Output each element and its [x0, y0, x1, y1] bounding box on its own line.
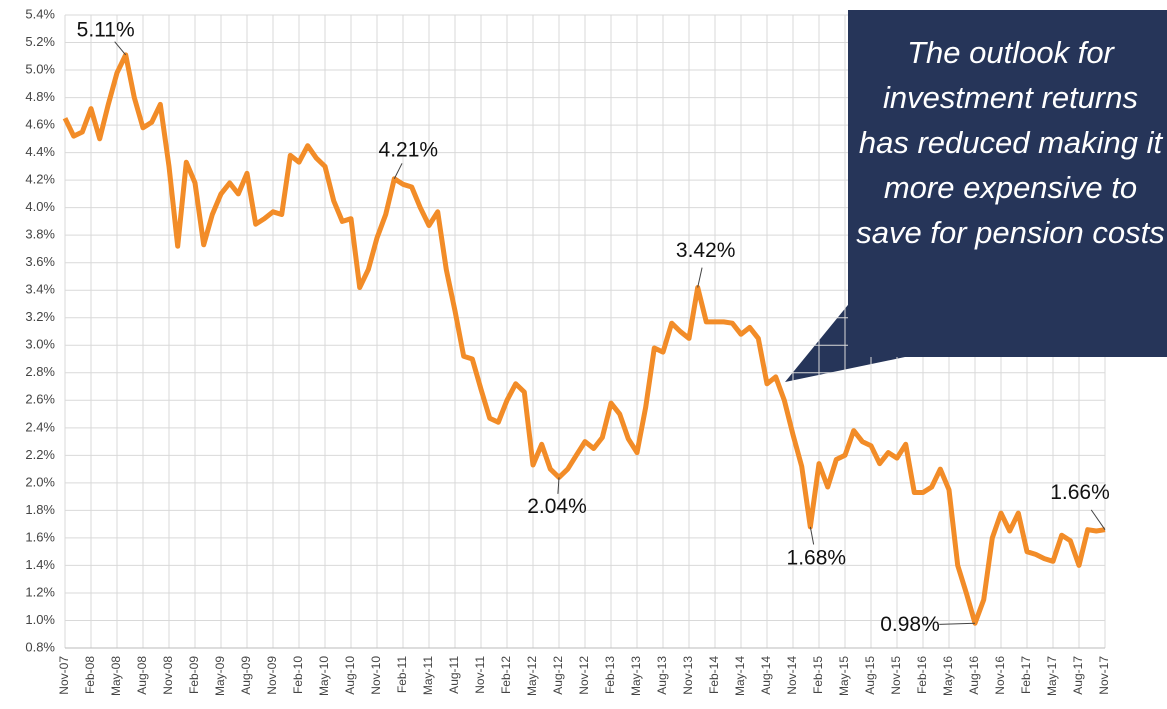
- x-tick-label: Feb-08: [83, 656, 97, 694]
- x-tick-label: May-14: [733, 656, 747, 696]
- y-tick-label: 3.4%: [25, 282, 55, 297]
- x-tick-label: Nov-14: [785, 656, 799, 695]
- x-tick-label: Feb-12: [499, 656, 513, 694]
- y-tick-label: 2.2%: [25, 447, 55, 462]
- x-tick-label: Feb-15: [811, 656, 825, 694]
- data-label: 5.11%: [77, 18, 135, 41]
- y-tick-label: 4.6%: [25, 117, 55, 132]
- y-tick-label: 5.0%: [25, 61, 55, 76]
- x-tick-label: Nov-13: [681, 656, 695, 695]
- leader-line: [939, 622, 976, 625]
- x-tick-label: May-10: [317, 656, 331, 696]
- x-tick-label: Aug-14: [759, 656, 773, 695]
- x-tick-label: Feb-09: [187, 656, 201, 694]
- x-tick-label: Nov-10: [369, 656, 383, 695]
- data-label: 0.98%: [880, 613, 940, 636]
- x-tick-label: Aug-10: [343, 656, 357, 695]
- data-label: 1.68%: [787, 546, 847, 569]
- leader-line: [809, 526, 815, 545]
- y-tick-label: 3.0%: [25, 337, 55, 352]
- y-tick-label: 4.4%: [25, 144, 55, 159]
- y-tick-label: 1.0%: [25, 612, 55, 627]
- y-tick-label: 3.6%: [25, 254, 55, 269]
- y-tick-label: 3.8%: [25, 227, 55, 242]
- x-tick-label: Nov-12: [577, 656, 591, 695]
- x-tick-label: Feb-10: [291, 656, 305, 694]
- y-tick-label: 5.2%: [25, 34, 55, 49]
- y-tick-label: 5.4%: [25, 6, 55, 21]
- data-label: 2.04%: [527, 495, 587, 518]
- x-tick-label: Aug-08: [135, 656, 149, 695]
- data-label: 3.42%: [676, 239, 736, 262]
- x-tick-label: Feb-11: [395, 656, 409, 693]
- x-tick-label: May-13: [629, 656, 643, 696]
- x-tick-label: May-15: [837, 656, 851, 696]
- leader-line: [1090, 509, 1106, 530]
- x-tick-label: May-08: [109, 656, 123, 696]
- leader-line: [697, 267, 703, 288]
- y-tick-label: 1.4%: [25, 557, 55, 572]
- x-tick-label: Aug-16: [967, 656, 981, 695]
- x-tick-label: Nov-07: [57, 656, 71, 695]
- y-tick-label: 1.8%: [25, 502, 55, 517]
- x-tick-label: Nov-16: [993, 656, 1007, 695]
- x-tick-label: Feb-14: [707, 656, 721, 694]
- y-tick-label: 3.2%: [25, 309, 55, 324]
- x-tick-label: Aug-15: [863, 656, 877, 695]
- y-tick-label: 2.8%: [25, 364, 55, 379]
- y-tick-label: 2.4%: [25, 419, 55, 434]
- data-label: 1.66%: [1050, 481, 1110, 504]
- x-tick-label: Feb-17: [1019, 656, 1033, 694]
- y-tick-label: 2.0%: [25, 474, 55, 489]
- x-tick-label: May-17: [1045, 656, 1059, 696]
- data-label: 4.21%: [379, 138, 439, 161]
- data-line: [62, 52, 1106, 626]
- y-tick-label: 4.2%: [25, 172, 55, 187]
- leader-line: [557, 477, 560, 494]
- callout-text: The outlook for investment returns has r…: [848, 10, 1167, 357]
- x-tick-label: Aug-12: [551, 656, 565, 695]
- x-tick-label: Aug-09: [239, 656, 253, 695]
- x-tick-label: Nov-17: [1097, 656, 1111, 695]
- x-tick-label: Aug-13: [655, 656, 669, 695]
- x-tick-label: Feb-13: [603, 656, 617, 694]
- x-tick-label: May-12: [525, 656, 539, 696]
- x-tick-label: Nov-08: [161, 656, 175, 695]
- x-tick-label: May-09: [213, 656, 227, 696]
- x-tick-label: Nov-11: [473, 656, 487, 694]
- x-tick-label: May-16: [941, 656, 955, 696]
- x-tick-label: Aug-11: [447, 656, 461, 694]
- x-tick-label: Feb-16: [915, 656, 929, 694]
- leader-line: [114, 41, 127, 56]
- y-tick-label: 1.2%: [25, 584, 55, 599]
- x-tick-label: Nov-15: [889, 656, 903, 695]
- x-tick-label: Nov-09: [265, 656, 279, 695]
- x-tick-label: Aug-17: [1071, 656, 1085, 695]
- y-tick-label: 0.8%: [25, 639, 55, 654]
- y-tick-label: 4.0%: [25, 199, 55, 214]
- leader-line: [393, 163, 403, 179]
- y-tick-label: 4.8%: [25, 89, 55, 104]
- x-tick-label: May-11: [421, 656, 435, 695]
- y-tick-label: 2.6%: [25, 392, 55, 407]
- y-tick-label: 1.6%: [25, 529, 55, 544]
